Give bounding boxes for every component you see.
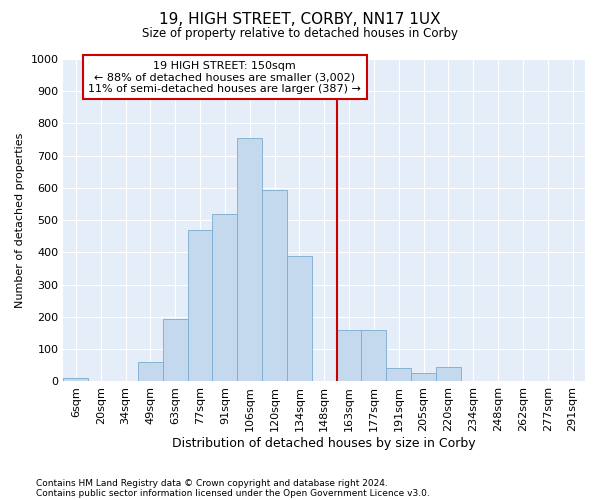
- Text: Contains HM Land Registry data © Crown copyright and database right 2024.: Contains HM Land Registry data © Crown c…: [36, 478, 388, 488]
- Bar: [337, 330, 361, 382]
- Bar: [163, 318, 188, 382]
- Bar: [188, 230, 212, 382]
- Bar: [361, 330, 386, 382]
- Text: Size of property relative to detached houses in Corby: Size of property relative to detached ho…: [142, 28, 458, 40]
- Bar: [386, 368, 411, 382]
- Bar: [436, 367, 461, 382]
- Text: 19 HIGH STREET: 150sqm
← 88% of detached houses are smaller (3,002)
11% of semi-: 19 HIGH STREET: 150sqm ← 88% of detached…: [88, 60, 361, 94]
- Bar: [138, 362, 163, 382]
- Text: Contains public sector information licensed under the Open Government Licence v3: Contains public sector information licen…: [36, 488, 430, 498]
- Bar: [287, 256, 312, 382]
- Y-axis label: Number of detached properties: Number of detached properties: [15, 132, 25, 308]
- Bar: [411, 374, 436, 382]
- Text: 19, HIGH STREET, CORBY, NN17 1UX: 19, HIGH STREET, CORBY, NN17 1UX: [159, 12, 441, 26]
- Bar: [237, 138, 262, 382]
- Bar: [262, 190, 287, 382]
- X-axis label: Distribution of detached houses by size in Corby: Distribution of detached houses by size …: [172, 437, 476, 450]
- Bar: [64, 378, 88, 382]
- Bar: [212, 214, 237, 382]
